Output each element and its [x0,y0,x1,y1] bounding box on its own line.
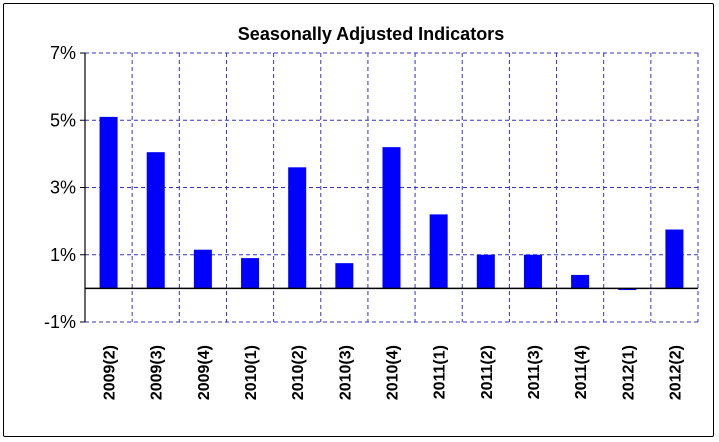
bar [241,258,260,289]
y-tick-label: 5% [50,110,76,130]
bar [571,274,590,289]
y-tick-label: 1% [50,245,76,265]
bar [193,249,212,289]
chart-frame [3,3,714,437]
x-tick-label: 2012(1) [620,345,637,400]
bar [382,147,401,289]
x-tick-label: 2010(3) [337,345,354,400]
x-tick-label: 2009(2) [102,345,119,400]
bar [523,254,542,289]
x-tick-label: 2010(1) [243,345,260,400]
bar [429,214,448,289]
bar [618,288,637,291]
x-tick-label: 2010(4) [385,345,402,400]
plot-area: -1% 1% 3% 5% 7% 2009(2) 2009(3) 2009(4) 2010(1) 2… [44,43,699,400]
x-tick-label: 2011(2) [479,345,496,399]
bar [665,229,684,289]
x-tick-label: 2009(3) [149,345,166,400]
bar [288,167,307,289]
bar [99,116,118,289]
y-tick-label: 7% [50,43,76,63]
x-tick-label: 2009(4) [196,345,213,400]
x-tick-label: 2011(3) [526,345,543,399]
x-tick-label: 2011(4) [573,345,590,399]
bar [476,254,495,289]
chart-title: Seasonally Adjusted Indicators [238,24,504,44]
y-tick-label: -1% [44,312,76,332]
x-tick-label: 2010(2) [290,345,307,400]
bar [146,152,165,289]
x-tick-label: 2012(2) [667,345,684,400]
y-tick-label: 3% [50,178,76,198]
x-tick-label: 2011(1) [432,345,449,399]
bar [335,263,354,289]
